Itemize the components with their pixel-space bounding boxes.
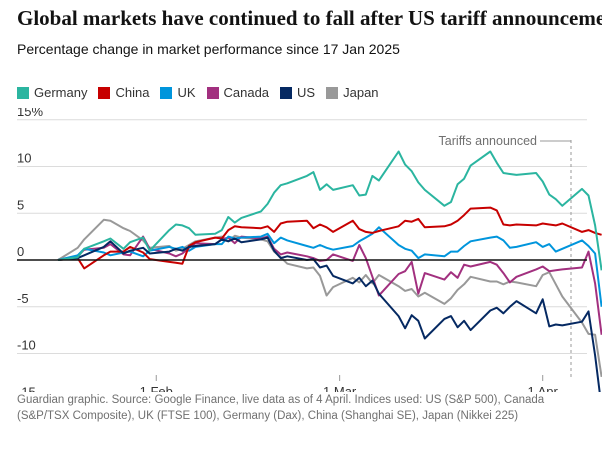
series-line-canada <box>57 235 602 335</box>
legend-item-japan: Japan <box>326 85 379 100</box>
legend-item-uk: UK <box>160 85 196 100</box>
legend-label: US <box>297 85 316 100</box>
x-tick-label: 1 Mar <box>323 384 357 392</box>
series-line-germany <box>57 150 602 271</box>
chart-legend: Germany China UK Canada US Japan <box>17 85 390 100</box>
series-line-china <box>57 206 602 270</box>
legend-label: Germany <box>34 85 88 100</box>
legend-label: UK <box>177 85 196 100</box>
y-tick-label: 10 <box>17 151 31 166</box>
chart-title: Global markets have continued to fall af… <box>17 6 602 30</box>
legend-swatch <box>160 86 173 99</box>
y-tick-label: 0 <box>17 244 24 259</box>
legend-item-us: US <box>280 85 315 100</box>
y-tick-label: -15 <box>17 384 36 392</box>
legend-swatch <box>17 86 29 99</box>
x-tick-label: 1 Feb <box>140 384 173 392</box>
legend-swatch <box>206 86 219 99</box>
annotation-label: Tariffs announced <box>439 134 537 148</box>
chart-subtitle: Percentage change in market performance … <box>17 41 400 57</box>
legend-item-germany: Germany <box>17 85 87 100</box>
legend-swatch <box>280 86 293 99</box>
legend-label: China <box>115 85 150 100</box>
y-tick-label: 5 <box>17 197 24 212</box>
legend-item-canada: Canada <box>206 85 270 100</box>
source-note: Guardian graphic. Source: Google Finance… <box>17 394 545 422</box>
y-tick-label: -5 <box>17 291 29 306</box>
legend-swatch <box>326 86 339 99</box>
legend-item-china: China <box>98 85 149 100</box>
y-tick-label: -10 <box>17 338 36 353</box>
legend-swatch <box>98 86 111 99</box>
y-tick-label: 15% <box>17 108 43 119</box>
legend-label: Japan <box>343 85 379 100</box>
series-line-us <box>57 236 601 392</box>
line-chart: 15% 10 5 0 -5 -10 -15 1 Feb 1 Mar 1 Apr Tariffs an… <box>17 108 602 392</box>
series-line-uk <box>57 226 602 307</box>
x-tick-label: 1 Apr <box>528 384 559 392</box>
legend-label: Canada <box>223 85 270 100</box>
